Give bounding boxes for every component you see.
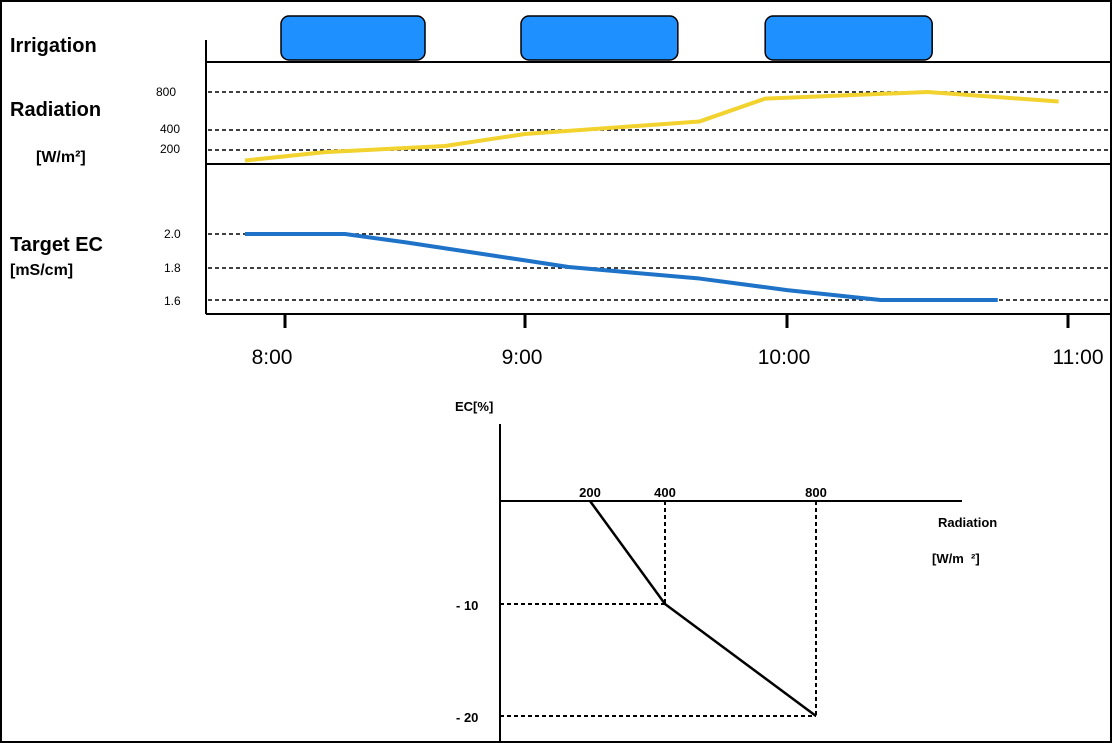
radiation-unit-label: [W/m²]: [36, 149, 86, 166]
radiation-x-axis-unit: [W/m ²]: [932, 551, 980, 566]
irrigation-event-2: [520, 15, 679, 61]
radiation-x-axis-label: Radiation: [938, 515, 997, 530]
ec-tick-1-6: 1.6: [164, 294, 181, 308]
ec-percent-tick-minus10: - 10: [456, 598, 478, 613]
ec-percent-tick-minus20: - 20: [456, 710, 478, 725]
time-label-10: 10:00: [758, 346, 811, 369]
irrigation-event-1: [280, 15, 426, 61]
irrigation-events: [280, 15, 933, 61]
irrigation-label: Irrigation: [10, 35, 97, 57]
radiation-series-line: [244, 90, 1059, 163]
ec-percent-series-line: [588, 500, 817, 718]
radiation-x-tick-200: 200: [579, 485, 601, 500]
ec-unit-label: [mS/cm]: [10, 262, 73, 279]
ec-percent-axis-label: EC[%]: [455, 399, 493, 414]
time-label-11: 11:00: [1053, 346, 1104, 369]
radiation-tick-800: 800: [156, 85, 176, 99]
radiation-label: Radiation: [10, 99, 101, 121]
irrigation-event-3: [764, 15, 933, 61]
time-label-9: 9:00: [502, 346, 543, 369]
target-ec-series-line: [245, 232, 998, 302]
time-label-8: 8:00: [252, 346, 293, 369]
radiation-x-tick-400: 400: [654, 485, 676, 500]
target-ec-label: Target EC: [10, 234, 103, 256]
ec-tick-1-8: 1.8: [164, 261, 181, 275]
ec-tick-2-0: 2.0: [164, 227, 181, 241]
radiation-tick-400: 400: [160, 122, 180, 136]
radiation-tick-200: 200: [160, 142, 180, 156]
radiation-x-tick-800: 800: [805, 485, 827, 500]
